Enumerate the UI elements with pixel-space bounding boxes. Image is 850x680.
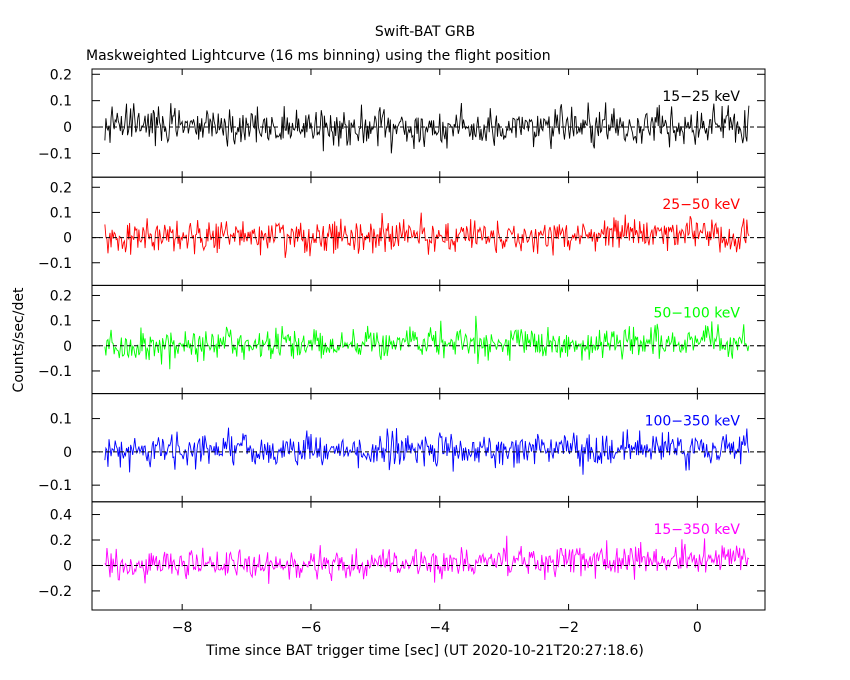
y-tick-label: 0 xyxy=(63,558,72,574)
panel-15-25-kev: −0.1 0 0.1 0.2 15−25 keV xyxy=(38,67,766,178)
series-line-25-50-kev xyxy=(104,212,750,258)
x-tick-label: −8 xyxy=(172,620,193,636)
panel-100-350-kev: −0.1 0 0.1 100−350 keV xyxy=(38,393,766,503)
band-label: 50−100 keV xyxy=(653,305,740,321)
series-line-15-350-kev xyxy=(104,535,750,584)
y-axis-label: Counts/sec/det xyxy=(11,287,27,392)
panel-25-50-kev: −0.1 0 0.1 0.2 25−50 keV xyxy=(38,176,766,286)
band-label: 100−350 keV xyxy=(645,414,741,430)
y-tick-label: 0.4 xyxy=(50,508,72,524)
y-tick-label: −0.1 xyxy=(38,256,72,272)
y-tick-label: −0.2 xyxy=(38,584,72,600)
y-tick-label: 0.1 xyxy=(50,314,72,330)
x-tick-label: −6 xyxy=(301,620,322,636)
y-tick-label: −0.1 xyxy=(38,146,72,162)
y-tick-label: 0 xyxy=(63,445,72,461)
band-label: 15−25 keV xyxy=(662,89,740,105)
y-tick-label: 0.1 xyxy=(50,205,72,221)
x-axis-label: Time since BAT trigger time [sec] (UT 20… xyxy=(205,643,644,659)
band-label: 15−350 keV xyxy=(653,522,740,538)
series-line-100-350-kev xyxy=(104,427,750,475)
y-tick-label: 0.2 xyxy=(50,288,72,304)
panel-frame xyxy=(91,501,766,611)
chart-title: Swift-BAT GRB xyxy=(375,24,475,40)
panel-50-100-kev: −0.1 0 0.1 0.2 50−100 keV xyxy=(38,284,766,395)
panel-15-350-kev: −0.2 0 0.2 0.4 15−350 keV xyxy=(38,501,766,611)
panels-group: −0.1 0 0.1 0.2 15−25 keV −0.1 0 0.1 0.2 25−50 keV… xyxy=(38,67,766,636)
x-tick-label: −2 xyxy=(558,620,579,636)
y-tick-label: −0.1 xyxy=(38,364,72,380)
chart-subtitle: Maskweighted Lightcurve (16 ms binning) … xyxy=(86,48,551,64)
x-tick-label: −4 xyxy=(429,620,450,636)
y-tick-label: −0.1 xyxy=(38,478,72,494)
series-line-50-100-kev xyxy=(104,315,750,370)
band-label: 25−50 keV xyxy=(662,197,740,213)
series-line-15-25-kev xyxy=(104,102,750,154)
y-tick-label: 0.1 xyxy=(50,412,72,428)
x-tick-label: 0 xyxy=(693,620,702,636)
y-tick-label: 0.2 xyxy=(50,180,72,196)
y-tick-label: 0.2 xyxy=(50,67,72,83)
y-tick-label: 0 xyxy=(63,339,72,355)
y-tick-label: 0 xyxy=(63,231,72,247)
y-tick-label: 0.2 xyxy=(50,533,72,549)
y-tick-label: 0 xyxy=(63,120,72,136)
y-tick-label: 0.1 xyxy=(50,94,72,110)
